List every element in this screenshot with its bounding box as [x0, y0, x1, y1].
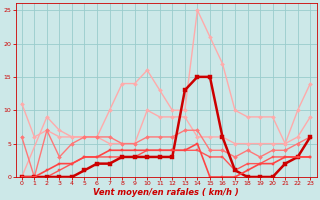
X-axis label: Vent moyen/en rafales ( km/h ): Vent moyen/en rafales ( km/h )	[93, 188, 239, 197]
